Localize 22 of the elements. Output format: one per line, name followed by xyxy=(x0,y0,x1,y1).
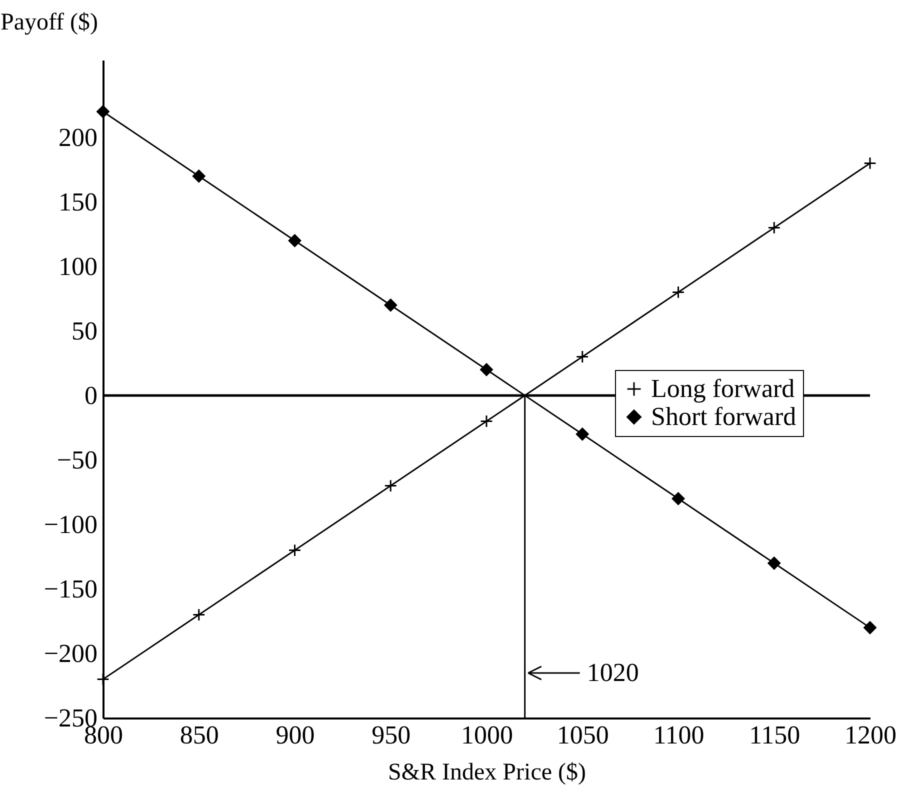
x-tick-label: 1000 xyxy=(461,720,513,750)
ref-line-label: 1020 xyxy=(586,658,639,687)
y-tick-label: −200 xyxy=(44,638,98,668)
x-tick-label: 1100 xyxy=(653,720,704,750)
y-tick-label: −100 xyxy=(44,510,98,539)
x-tick-label: 950 xyxy=(372,720,411,750)
y-tick-label: 0 xyxy=(84,380,98,410)
y-tick-label: 200 xyxy=(58,122,98,152)
legend-label: Short forward xyxy=(651,402,796,431)
x-tick-label: 1150 xyxy=(749,720,800,750)
y-tick-label: 150 xyxy=(58,187,98,216)
x-tick-label: 900 xyxy=(276,720,315,750)
y-tick-label: 100 xyxy=(58,252,98,281)
y-tick-label: −50 xyxy=(56,445,98,474)
legend-label: Long forward xyxy=(651,374,795,403)
x-tick-label: 1200 xyxy=(844,720,896,750)
y-tick-label: 50 xyxy=(72,316,98,346)
x-tick-label: 1050 xyxy=(556,720,609,750)
y-axis-title: Payoff ($) xyxy=(0,10,98,36)
x-axis-title: S&R Index Price ($) xyxy=(388,760,586,786)
x-tick-label: 850 xyxy=(180,720,219,750)
y-tick-label: −150 xyxy=(44,574,98,604)
